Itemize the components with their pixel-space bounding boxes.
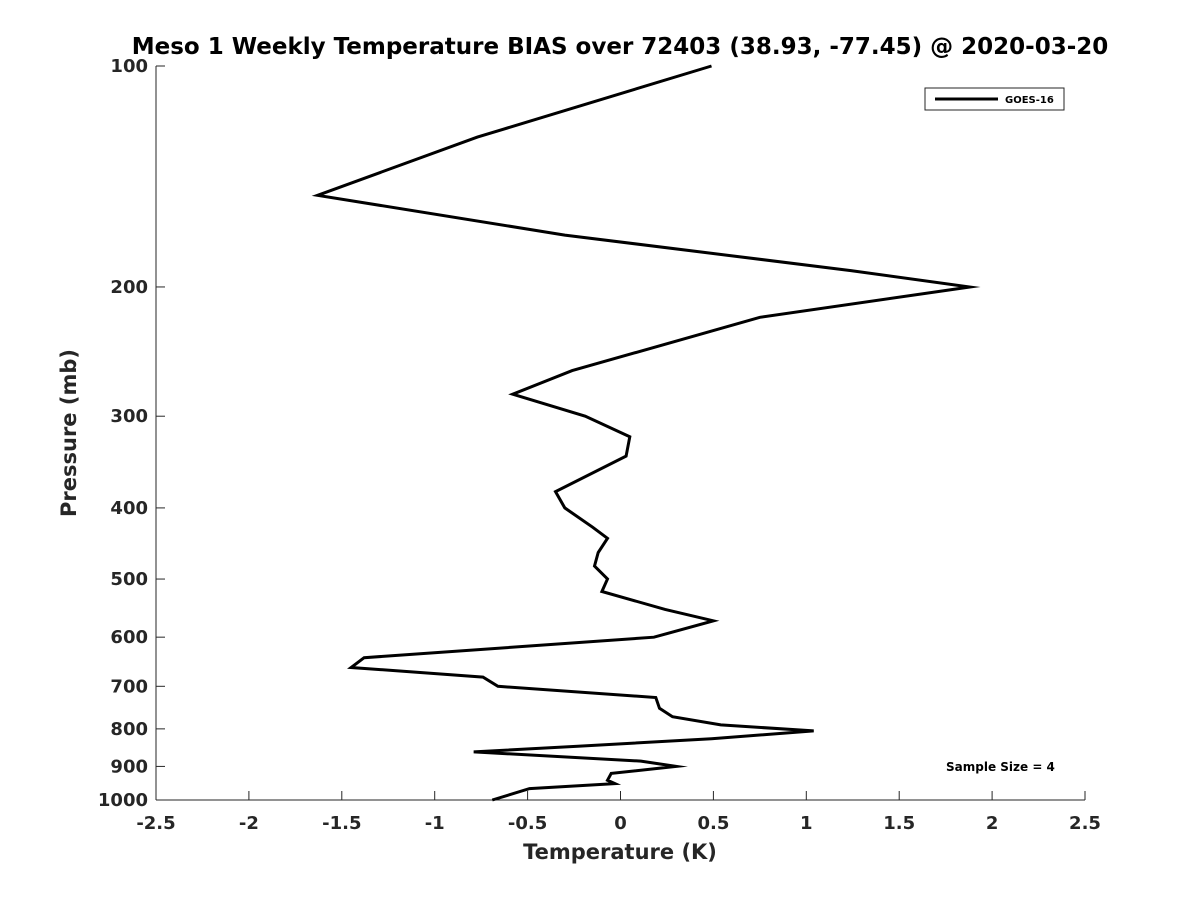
x-tick-label: 1 (800, 813, 813, 834)
x-tick-label: 1.5 (883, 813, 915, 834)
x-tick-label: -2.5 (136, 813, 175, 834)
x-tick-label: -0.5 (508, 813, 547, 834)
series-line (311, 64, 981, 802)
x-axis-label: Temperature (K) (523, 840, 717, 864)
x-ticks: -2.5 -2 -1.5 -1 -0.5 0 0.5 1 1.5 2 2.5 (136, 791, 1101, 834)
y-tick-label: 200 (110, 277, 148, 298)
y-tick-label: 100 (110, 56, 148, 77)
y-ticks: 100 200 300 400 500 600 700 800 900 1000 (98, 56, 165, 811)
sample-size-annotation: Sample Size = 4 (946, 760, 1055, 774)
y-tick-label: 800 (110, 719, 148, 740)
y-tick-label: 1000 (98, 790, 148, 811)
x-tick-label: 0.5 (697, 813, 729, 834)
x-tick-label: -1.5 (322, 813, 361, 834)
y-tick-label: 600 (110, 627, 148, 648)
chart-title: Meso 1 Weekly Temperature BIAS over 7240… (132, 34, 1109, 60)
y-axis-label: Pressure (mb) (57, 349, 81, 517)
series-lines (311, 64, 981, 802)
y-tick-label: 400 (110, 498, 148, 519)
x-tick-label: 2.5 (1069, 813, 1101, 834)
x-tick-label: 0 (614, 813, 627, 834)
x-tick-label: 2 (986, 813, 999, 834)
legend-label: GOES-16 (1005, 95, 1054, 106)
y-tick-label: 700 (110, 676, 148, 697)
y-tick-label: 500 (110, 569, 148, 590)
legend: GOES-16 (924, 87, 1065, 111)
y-tick-label: 300 (110, 406, 148, 427)
y-tick-label: 900 (110, 756, 148, 777)
x-tick-label: -2 (239, 813, 259, 834)
x-tick-label: -1 (425, 813, 445, 834)
